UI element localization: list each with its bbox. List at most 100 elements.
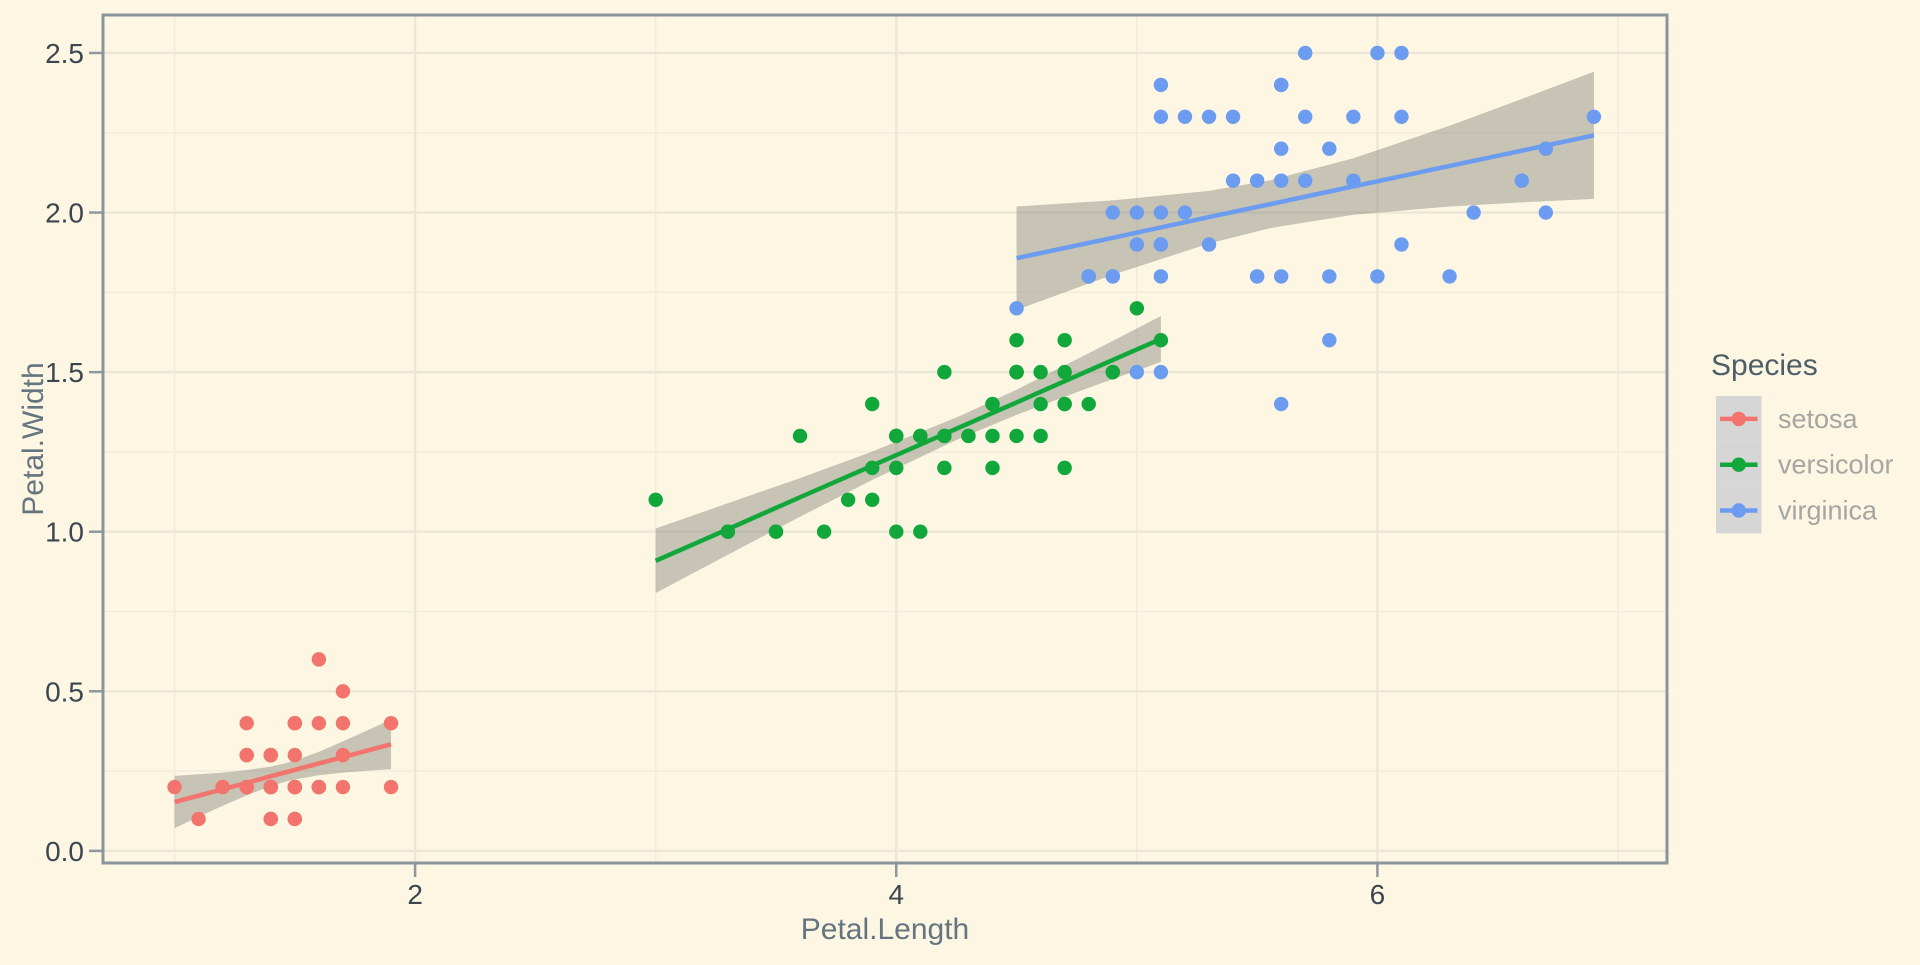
point-virginica xyxy=(1009,301,1024,316)
point-versicolor xyxy=(1057,396,1072,412)
point-setosa xyxy=(215,779,230,795)
plot-panel xyxy=(103,15,1667,863)
x-axis-title: Petal.Length xyxy=(801,913,969,946)
point-virginica xyxy=(1105,269,1120,284)
point-versicolor xyxy=(961,428,976,444)
point-setosa xyxy=(383,779,399,795)
point-versicolor xyxy=(889,524,904,539)
point-virginica xyxy=(1514,173,1529,188)
point-virginica xyxy=(1225,173,1241,188)
point-virginica xyxy=(1298,173,1313,188)
point-versicolor xyxy=(1057,333,1072,348)
point-versicolor xyxy=(816,524,832,539)
point-virginica xyxy=(1081,269,1096,284)
point-virginica xyxy=(1153,109,1169,125)
point-setosa xyxy=(263,779,278,795)
point-virginica xyxy=(1201,109,1217,125)
legend-label-virginica: virginica xyxy=(1778,496,1878,526)
point-virginica xyxy=(1322,333,1337,348)
point-versicolor xyxy=(840,492,856,507)
point-virginica xyxy=(1201,237,1217,252)
x-tick-label: 2 xyxy=(407,879,423,910)
point-virginica xyxy=(1177,109,1193,125)
point-setosa xyxy=(335,747,351,763)
point-setosa xyxy=(239,716,254,731)
smooth-line-virginica xyxy=(1016,133,1595,261)
point-versicolor xyxy=(865,460,880,476)
axes: 2 4 6 0.0 0.5 1.0 1.5 2.0 2.5 xyxy=(45,38,1385,910)
point-versicolor xyxy=(648,492,663,507)
point-virginica xyxy=(1538,141,1554,156)
point-virginica xyxy=(1249,269,1265,284)
legend: Species setosa versicolor virginica xyxy=(1711,349,1894,534)
point-versicolor xyxy=(1057,364,1072,380)
point-virginica xyxy=(1129,205,1145,220)
point-virginica xyxy=(1177,205,1193,220)
point-versicolor xyxy=(1033,396,1048,412)
point-virginica xyxy=(1153,364,1169,380)
point-setosa xyxy=(311,716,327,731)
y-tick-label: 2.5 xyxy=(45,38,84,69)
legend-key-point-setosa xyxy=(1731,411,1746,427)
point-virginica xyxy=(1394,109,1409,125)
legend-title: Species xyxy=(1711,349,1818,382)
y-tick-label: 2.0 xyxy=(45,198,84,229)
point-setosa xyxy=(239,747,254,763)
point-virginica xyxy=(1394,237,1409,252)
point-versicolor xyxy=(937,364,952,380)
point-versicolor xyxy=(913,428,928,444)
point-virginica xyxy=(1394,45,1409,61)
point-versicolor xyxy=(768,524,784,539)
smooth-line-setosa xyxy=(173,742,392,805)
point-versicolor xyxy=(1009,428,1024,444)
point-setosa xyxy=(335,779,351,795)
point-versicolor xyxy=(1009,364,1024,380)
legend-label-versicolor: versicolor xyxy=(1778,450,1894,480)
point-virginica xyxy=(1153,237,1169,252)
point-versicolor xyxy=(1033,364,1048,380)
point-setosa xyxy=(263,811,278,827)
panel-border xyxy=(101,13,1669,865)
point-virginica xyxy=(1322,141,1337,156)
y-tick-label: 0.5 xyxy=(45,676,84,707)
point-versicolor xyxy=(937,460,952,476)
point-virginica xyxy=(1273,141,1289,156)
point-virginica xyxy=(1346,109,1361,125)
panel-background xyxy=(103,15,1667,863)
y-tick-label: 1.5 xyxy=(45,357,84,388)
point-virginica xyxy=(1153,77,1169,93)
point-versicolor xyxy=(1153,333,1169,348)
point-virginica xyxy=(1466,205,1481,220)
point-setosa xyxy=(335,684,351,699)
point-setosa xyxy=(263,747,278,763)
point-virginica xyxy=(1273,173,1289,188)
legend-label-setosa: setosa xyxy=(1778,404,1859,434)
point-virginica xyxy=(1370,269,1385,284)
y-axis-title: Petal.Width xyxy=(17,362,50,515)
regression-lines xyxy=(173,133,1595,805)
point-setosa xyxy=(287,779,303,795)
point-setosa xyxy=(287,811,303,827)
point-versicolor xyxy=(985,396,1000,412)
point-versicolor xyxy=(889,428,904,444)
point-virginica xyxy=(1442,269,1457,284)
data-points xyxy=(167,45,1602,827)
point-virginica xyxy=(1370,45,1385,61)
point-versicolor xyxy=(913,524,928,539)
point-virginica xyxy=(1105,205,1120,220)
legend-key-point-virginica xyxy=(1731,503,1746,518)
point-virginica xyxy=(1322,269,1337,284)
point-setosa xyxy=(191,811,206,827)
point-versicolor xyxy=(865,396,880,412)
point-setosa xyxy=(383,716,399,731)
panel-border-rect xyxy=(101,13,1669,865)
legend-key-point-versicolor xyxy=(1731,457,1746,472)
point-versicolor xyxy=(865,492,880,507)
point-virginica xyxy=(1586,109,1602,125)
point-versicolor xyxy=(720,524,736,539)
point-virginica xyxy=(1129,364,1145,380)
point-virginica xyxy=(1298,109,1313,125)
point-versicolor xyxy=(1033,428,1048,444)
